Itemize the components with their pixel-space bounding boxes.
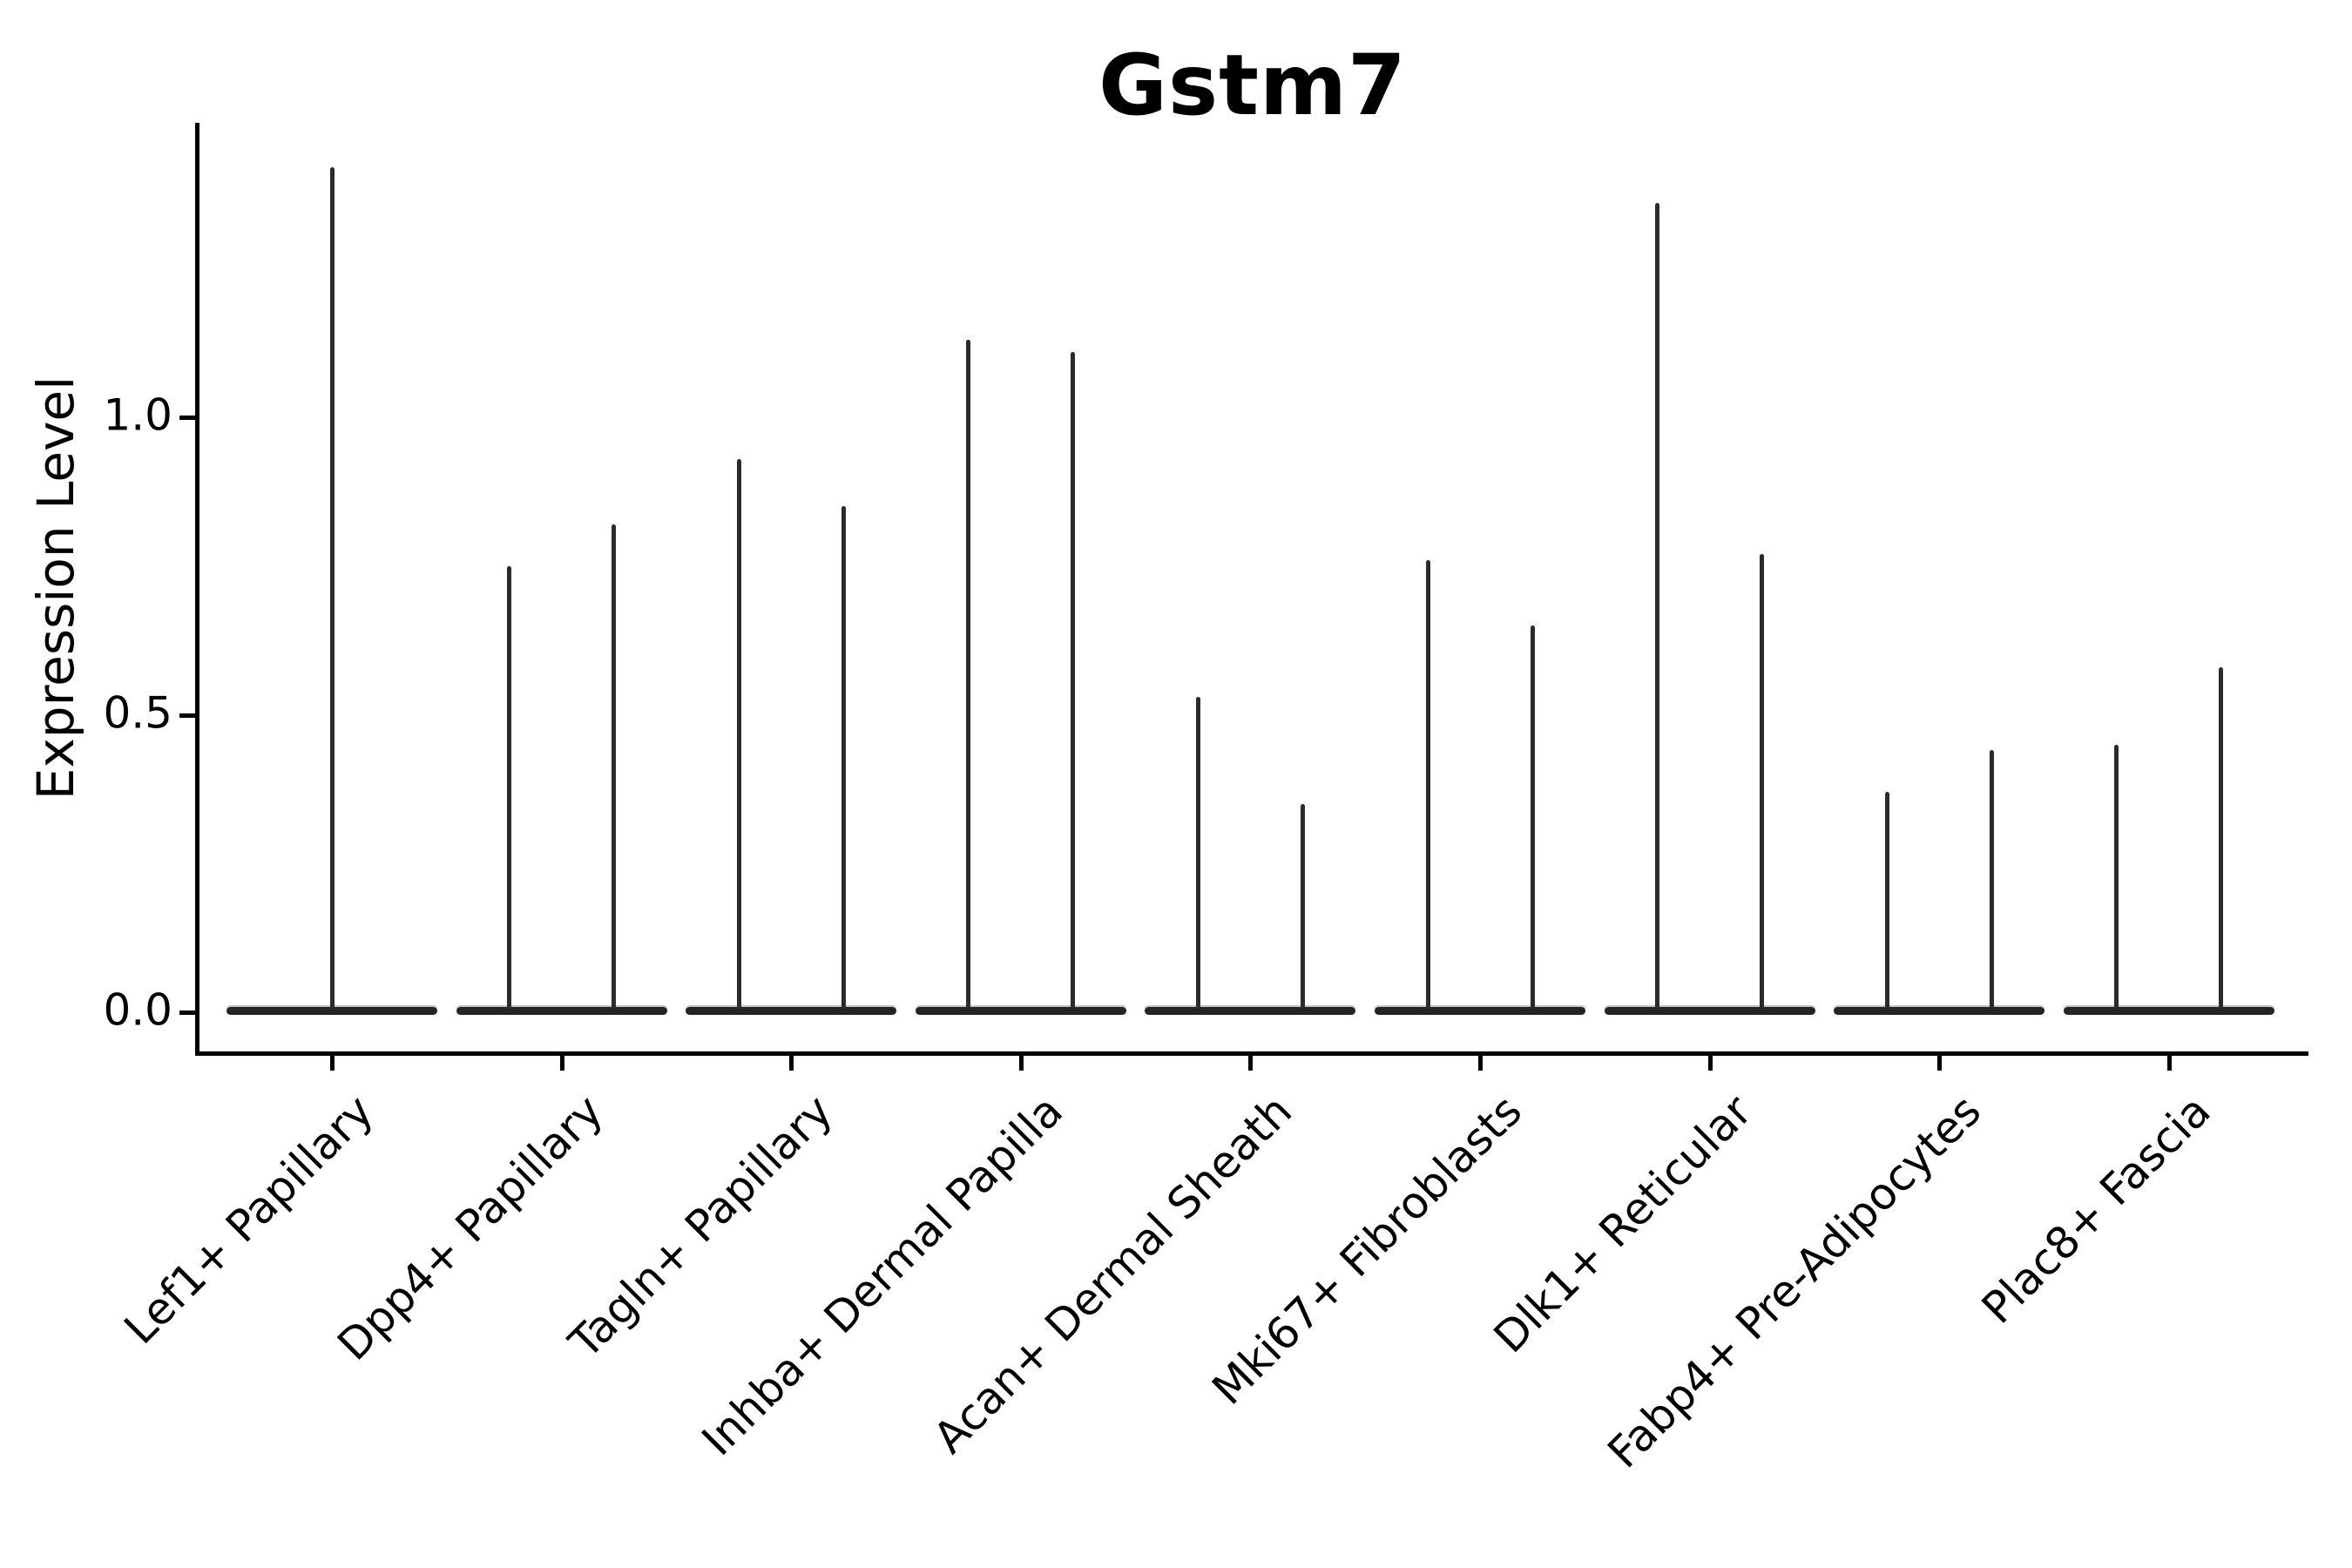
y-tick-label: 1.0 xyxy=(103,389,172,441)
y-axis-label: Expression Level xyxy=(26,375,85,801)
y-axis-spine xyxy=(195,123,199,1056)
x-tick xyxy=(789,1056,794,1071)
x-tick xyxy=(1478,1056,1483,1071)
violin-spike xyxy=(507,565,512,1009)
x-tick xyxy=(1707,1056,1713,1071)
violin-spike xyxy=(329,167,335,1009)
violin-base xyxy=(2063,1007,2274,1015)
violin-base xyxy=(1145,1007,1356,1015)
violin-spike xyxy=(1884,792,1889,1009)
x-tick xyxy=(330,1056,335,1071)
x-tick xyxy=(2166,1056,2172,1071)
violin-spike xyxy=(1425,559,1430,1009)
y-tick xyxy=(179,416,197,420)
violin-base xyxy=(1834,1007,2045,1015)
violin-spike xyxy=(1071,351,1076,1009)
x-tick xyxy=(559,1056,564,1071)
violin-spike xyxy=(1989,750,1994,1009)
violin-spike xyxy=(966,340,971,1009)
x-tick-label: Fabp4+ Pre-Adipocytes xyxy=(1598,1085,1991,1478)
x-tick-label: Lef1+ Papillary xyxy=(114,1085,384,1355)
x-tick xyxy=(1248,1056,1254,1071)
violin-spike xyxy=(2114,744,2119,1009)
y-tick-label: 0.5 xyxy=(103,687,172,739)
x-tick-label: Plac8+ Fascia xyxy=(1972,1085,2220,1334)
violin-spike xyxy=(1195,697,1200,1009)
violin-base xyxy=(1604,1007,1815,1015)
y-tick-label: 0.0 xyxy=(103,984,172,1036)
violin-spike xyxy=(2219,666,2224,1009)
violin-base xyxy=(686,1007,897,1015)
violin-base xyxy=(226,1007,437,1015)
x-tick xyxy=(1937,1056,1943,1071)
violin-spike xyxy=(1530,625,1535,1009)
violin-spike xyxy=(1300,803,1305,1009)
violin-spike xyxy=(736,458,741,1009)
violin-base xyxy=(456,1007,667,1015)
violin-base xyxy=(1375,1007,1585,1015)
violin-spike xyxy=(612,524,617,1009)
x-axis-spine xyxy=(195,1051,2308,1056)
violin-spike xyxy=(1760,554,1765,1009)
x-tick xyxy=(1018,1056,1024,1071)
chart-title: Gstm7 xyxy=(1098,37,1407,134)
violin-spike xyxy=(1655,203,1660,1009)
y-tick xyxy=(179,1010,197,1015)
y-tick xyxy=(179,713,197,718)
violin-base xyxy=(915,1007,1126,1015)
violin-spike xyxy=(841,506,846,1009)
